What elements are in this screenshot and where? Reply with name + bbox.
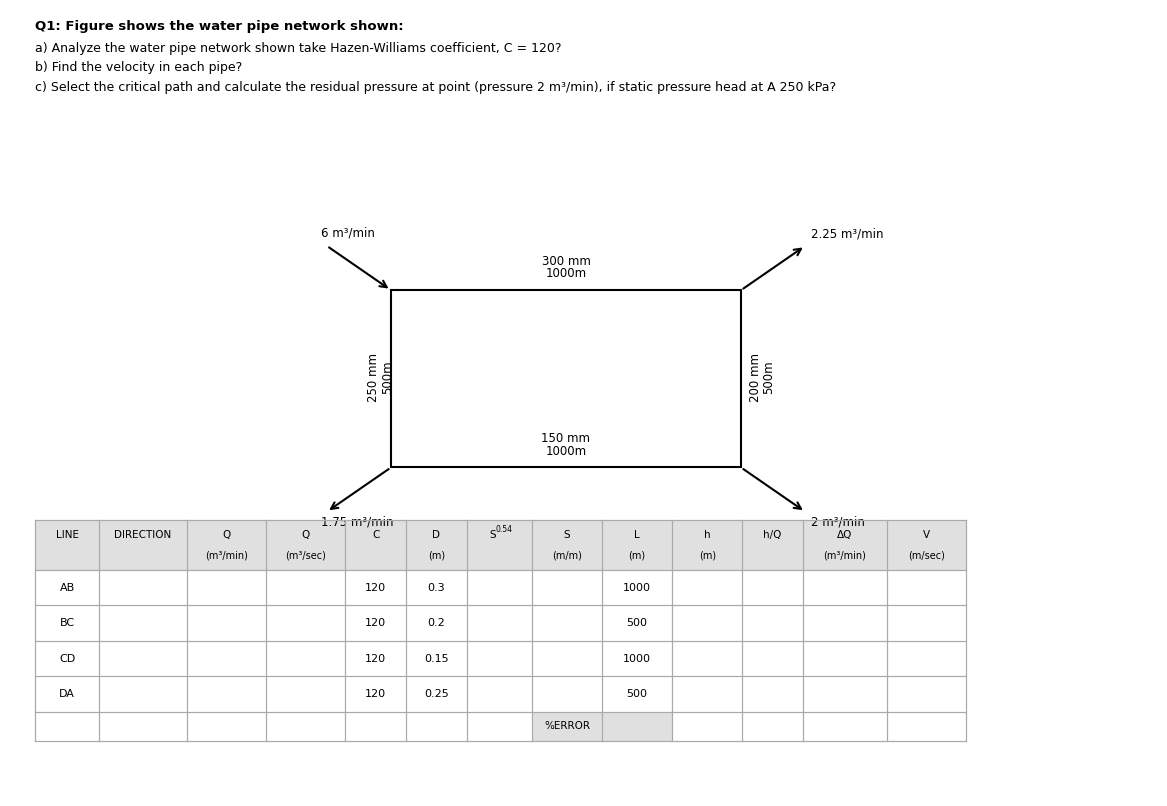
Bar — [672, 520, 742, 570]
Bar — [406, 520, 467, 570]
Text: 6 m³/min: 6 m³/min — [321, 226, 375, 239]
Text: S: S — [564, 530, 571, 540]
Text: 120: 120 — [365, 583, 386, 592]
Text: 1000m: 1000m — [545, 268, 587, 280]
Bar — [266, 520, 345, 570]
Text: 0.15: 0.15 — [424, 654, 449, 663]
Text: 200 mm: 200 mm — [748, 353, 762, 401]
Text: ΔQ: ΔQ — [837, 530, 853, 540]
Bar — [391, 290, 741, 467]
Text: 1000: 1000 — [623, 583, 651, 592]
Text: a) Analyze the water pipe network shown take Hazen-Williams coefficient, C = 120: a) Analyze the water pipe network shown … — [35, 42, 561, 55]
Text: 0.2: 0.2 — [427, 618, 446, 628]
Text: 500m: 500m — [762, 360, 776, 394]
Text: LINE: LINE — [56, 530, 78, 540]
Text: 120: 120 — [365, 689, 386, 699]
Text: (m): (m) — [629, 550, 645, 561]
Text: Q: Q — [222, 530, 231, 540]
Bar — [187, 520, 266, 570]
Bar — [532, 712, 602, 741]
Bar — [532, 520, 602, 570]
Text: (m³/min): (m³/min) — [205, 550, 247, 561]
Text: BC: BC — [60, 618, 75, 628]
Text: (m/m): (m/m) — [552, 550, 582, 561]
Text: Q1: Figure shows the water pipe network shown:: Q1: Figure shows the water pipe network … — [35, 20, 404, 33]
Text: h/Q: h/Q — [763, 530, 782, 540]
Text: (m/sec): (m/sec) — [908, 550, 945, 561]
Text: CD: CD — [60, 654, 75, 663]
Text: 1.75 m³/min: 1.75 m³/min — [321, 516, 393, 529]
Text: h: h — [704, 530, 711, 540]
Text: C: C — [372, 530, 379, 540]
Text: 1000m: 1000m — [545, 445, 587, 458]
Text: c) Select the critical path and calculate the residual pressure at point (pressu: c) Select the critical path and calculat… — [35, 81, 836, 93]
Text: Q: Q — [301, 530, 310, 540]
Bar — [742, 520, 803, 570]
Text: (m³/sec): (m³/sec) — [285, 550, 327, 561]
Text: b) Find the velocity in each pipe?: b) Find the velocity in each pipe? — [35, 61, 243, 74]
Text: (m): (m) — [699, 550, 715, 561]
Text: 0.54: 0.54 — [496, 525, 512, 534]
Text: AB: AB — [60, 583, 75, 592]
Text: 1000: 1000 — [623, 654, 651, 663]
Text: 120: 120 — [365, 618, 386, 628]
Bar — [887, 520, 966, 570]
Bar — [345, 520, 406, 570]
Text: 2.25 m³/min: 2.25 m³/min — [811, 228, 883, 241]
Text: 0.3: 0.3 — [427, 583, 446, 592]
Bar — [467, 520, 532, 570]
Text: 0.25: 0.25 — [424, 689, 449, 699]
Text: 250 mm: 250 mm — [366, 353, 380, 401]
Text: 120: 120 — [365, 654, 386, 663]
Bar — [803, 520, 887, 570]
Text: DA: DA — [60, 689, 75, 699]
Text: 500: 500 — [627, 618, 648, 628]
Text: S: S — [489, 530, 496, 540]
Text: 500m: 500m — [380, 360, 394, 394]
Text: (m): (m) — [428, 550, 445, 561]
Text: DIRECTION: DIRECTION — [114, 530, 172, 540]
Text: %ERROR: %ERROR — [544, 721, 591, 731]
Text: 2 m³/min: 2 m³/min — [811, 516, 865, 529]
Text: 150 mm: 150 mm — [541, 432, 591, 445]
Text: 300 mm: 300 mm — [541, 255, 591, 268]
Bar — [602, 520, 672, 570]
Text: 500: 500 — [627, 689, 648, 699]
Text: L: L — [635, 530, 640, 540]
Text: V: V — [923, 530, 930, 540]
Bar — [602, 712, 672, 741]
Text: D: D — [433, 530, 440, 540]
Text: (m³/min): (m³/min) — [824, 550, 866, 561]
Bar — [35, 520, 99, 570]
Bar — [99, 520, 187, 570]
